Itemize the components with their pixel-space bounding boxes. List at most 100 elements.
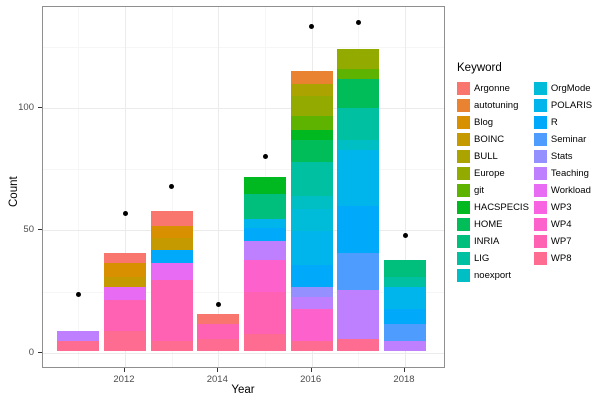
bar-segment-workload [150,262,193,280]
data-point [402,232,408,238]
legend-swatch-orgmode [533,82,547,95]
y-tick-label: 50 [23,224,34,236]
x-axis-title: Year [231,384,255,396]
bar-segment-argonne [150,211,193,226]
legend-swatch-home [457,218,470,231]
x-tick-label: 2012 [113,374,135,385]
y-axis-title: Count [8,176,20,207]
bar-segment-git [337,69,380,79]
y-axis-tick [38,229,42,231]
bar-segment-orgmode [290,208,333,231]
legend-swatch-r [533,116,547,129]
bar-segment-autotuning [290,71,333,84]
legend-label: WP4 [550,219,572,230]
legend-item-autotuning: autotuning [452,97,529,114]
data-point [262,154,268,160]
bar-segment-polaris [244,218,286,229]
legend-label: Seminar [550,134,587,145]
bar-segment-r [337,206,380,253]
x-tick-label: 2016 [300,374,322,385]
bar-segment-seminar [384,324,426,342]
bar-2016 [290,71,333,351]
bar-2018 [384,260,426,351]
legend-column-2: OrgMode POLARIS R Seminar Stats Teaching Workl… [529,80,592,284]
legend-item-stats: Stats [529,148,592,165]
gridline-minor-h [43,169,444,171]
legend-label: HACSPECIS [474,202,529,213]
bar-2015 [244,176,286,351]
legend-swatch-hacspecis [457,201,470,214]
data-point [75,291,81,297]
bar-segment-wp7 [197,324,240,339]
x-axis-tick [403,368,405,372]
legend-column-1: Argonne autotuning Blog BOINC BULL Europe git H… [452,80,529,284]
legend-item-orgmode: OrgMode [529,80,592,97]
bar-segment-r [244,228,286,241]
bar-segment-hacspecis [244,176,286,195]
y-tick-label: 0 [28,347,34,358]
legend-label: WP8 [550,253,572,264]
bar-segment-wp8 [197,338,240,351]
legend-swatch-wp7 [533,235,547,248]
legend-item-boinc: BOINC [452,131,529,148]
x-tick-label: 2014 [206,374,228,385]
data-point [215,301,221,307]
legend-swatch-europe [457,167,470,180]
legend-swatch-boinc [457,133,470,146]
legend-swatch-lig [457,252,470,265]
legend-label: BOINC [474,134,505,145]
gridline-major-h [43,230,444,232]
legend-item-wp7: WP7 [529,233,592,250]
gridline-major-h [43,353,444,354]
bar-segment-hacspecis [290,130,333,141]
legend-label: Blog [474,117,494,128]
legend-swatch-stats [533,150,547,163]
legend-label: WP7 [550,236,572,247]
gridline-major-v [218,7,220,367]
bar-segment-wp4 [244,260,286,293]
data-point [355,19,361,25]
bar-segment-wp7 [150,279,193,342]
bar-segment-polaris [337,149,380,207]
legend-swatch-noexport [457,269,470,282]
legend-label: Teaching [550,168,589,179]
x-tick-label: 2018 [393,374,415,385]
plot-panel [42,6,445,368]
bar-segment-blog [150,225,193,239]
bar-segment-teaching [57,331,100,342]
legend-item-noexport: noexport [452,267,529,284]
legend-swatch-argonne [457,82,470,95]
bar-segment-noexport [337,140,380,150]
bar-segment-wp8 [57,341,100,351]
legend-item-europe: Europe [452,165,529,182]
legend-label: R [550,117,558,128]
data-point [309,24,315,30]
bar-segment-europe [337,49,380,70]
legend-swatch-git [457,184,470,197]
bar-segment-teaching [244,240,286,261]
bar-segment-argonne [104,252,146,263]
bar-segment-wp8 [150,341,193,351]
legend-item-hacspecis: HACSPECIS [452,199,529,216]
bar-segment-boinc [150,238,193,251]
legend-item-workload: Workload [529,182,592,199]
bar-2012 [104,252,146,351]
gridline-minor-v [78,7,80,367]
gridline-major-h [43,107,444,109]
legend-item-blog: Blog [452,114,529,131]
bar-segment-noexport [290,196,333,209]
bar-2017 [337,49,380,351]
bar-segment-seminar [337,252,380,290]
bar-segment-wp4 [290,309,333,342]
y-axis-tick [38,352,42,353]
bar-segment-teaching [337,289,380,339]
legend-item-teaching: Teaching [529,165,592,182]
x-axis-tick [123,368,125,372]
bar-segment-wp8 [104,331,146,351]
bar-segment-polaris [290,230,333,266]
bar-segment-git [290,115,333,131]
legend-label: POLARIS [550,100,593,111]
gridline-minor-h [43,291,444,293]
y-axis-tick [38,106,42,108]
